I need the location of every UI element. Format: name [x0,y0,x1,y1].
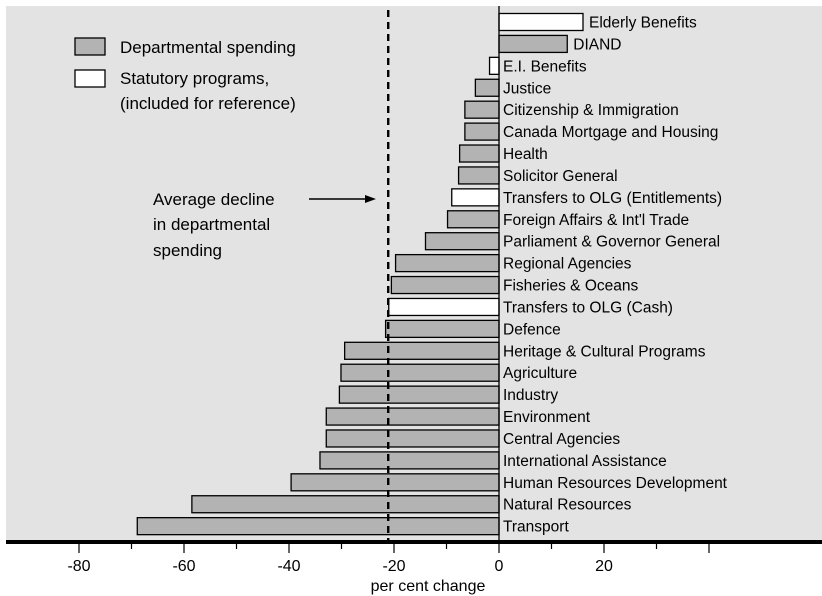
category-label: Transfers to OLG (Entitlements) [503,190,722,207]
bar-health [458,144,500,163]
category-label: Natural Resources [503,497,632,514]
category-label: Health [503,146,548,163]
tick-label: -80 [67,558,90,575]
bar-human-resources-development [290,473,500,492]
category-label: Transfers to OLG (Cash) [503,299,673,316]
category-label: E.I. Benefits [503,58,587,75]
bar-solicitor-general [457,166,500,185]
bar-regional-agencies [394,253,500,273]
category-label: Regional Agencies [503,256,632,273]
tick-label: 0 [495,558,504,575]
bar-transport [136,517,500,536]
bar-e-i-benefits [488,56,500,75]
category-label: Heritage & Cultural Programs [503,343,706,360]
tick-label: 20 [595,558,613,575]
category-label: Solicitor General [503,168,618,185]
bar-industry [338,385,500,404]
bar-foreign-affairs-int-l-trade [446,210,500,229]
bar-heritage-cultural-programs [343,341,500,360]
legend-label-statutory: Statutory programs, [120,69,269,88]
legend-label-departmental: Departmental spending [120,38,296,57]
category-label: Industry [503,387,558,404]
bar-natural-resources [191,495,500,514]
category-label: Agriculture [503,365,577,382]
x-axis: -80 -60 -40 -20 0 20 per cent change [6,540,822,595]
bars-group: Elderly Benefits DIAND E.I. Benefits Justic… [136,6,728,542]
bar-international-assistance [319,451,500,470]
tick-label: -60 [172,558,195,575]
annotation-line-2: in departmental [153,215,270,234]
annotation-arrow-head [365,195,376,203]
annotation-line-3: spending [153,241,222,260]
legend-label-statutory-line2: (included for reference) [120,94,296,113]
bar-canada-mortgage-and-housing [464,122,500,141]
bar-central-agencies [325,429,500,448]
category-label: Canada Mortgage and Housing [503,124,718,141]
bar-defence [384,319,500,339]
category-label: Justice [503,80,551,97]
bar-fisheries-oceans [390,275,500,295]
bar-transfers-to-olg-cash [388,297,500,317]
tick-label: -40 [277,558,300,575]
annotation-line-1: Average decline [153,190,275,209]
category-label: Elderly Benefits [589,15,697,32]
bar-agriculture [340,363,500,382]
legend-swatch-departmental [74,37,106,56]
category-label: Human Resources Development [503,475,728,492]
category-label: Citizenship & Immigration [503,102,679,119]
category-label: Transport [503,519,569,536]
bar-transfers-to-olg-entitlements [451,188,500,207]
bar-citizenship-immigration [464,100,500,119]
category-label: Defence [503,321,561,338]
bar-diand [498,34,568,54]
bar-parliament-governor-general [424,232,500,251]
tick-label: -20 [382,558,405,575]
x-axis-ticks: -80 -60 -40 -20 0 20 [67,544,710,575]
legend-swatch-statutory [74,69,106,88]
category-label: International Assistance [503,453,667,470]
bar-justice [474,78,500,97]
legend: Departmental spending Statutory programs… [74,37,296,113]
x-axis-title: per cent change [371,578,486,595]
category-label: Environment [503,409,591,426]
category-label: DIAND [573,36,621,53]
bar-environment [325,407,500,426]
bar-elderly-benefits [498,12,584,32]
annotation: Average decline in departmental spending [153,190,376,260]
category-label: Foreign Affairs & Int'l Trade [503,212,689,229]
category-label: Central Agencies [503,431,620,448]
category-label: Parliament & Governor General [503,234,720,251]
category-label: Fisheries & Oceans [503,278,638,295]
